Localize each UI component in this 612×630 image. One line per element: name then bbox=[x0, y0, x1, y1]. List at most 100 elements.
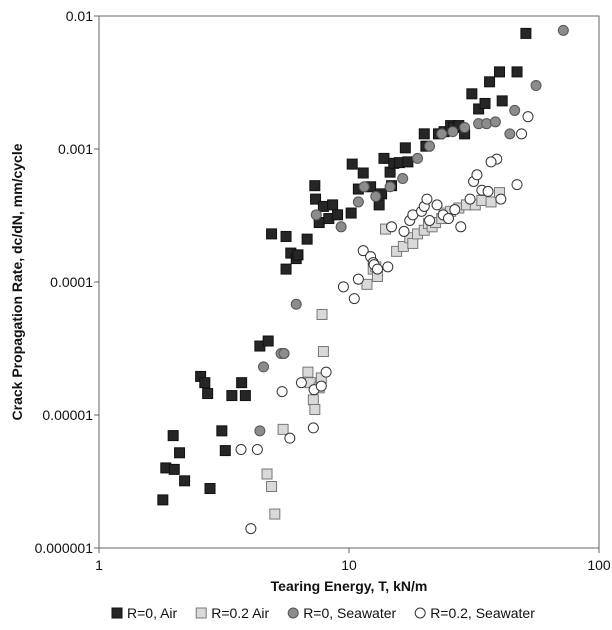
data-point bbox=[520, 27, 532, 39]
data-point bbox=[280, 263, 292, 275]
data-point bbox=[346, 158, 358, 170]
data-point bbox=[455, 221, 467, 233]
data-point bbox=[157, 494, 169, 506]
data-point bbox=[436, 128, 448, 140]
data-point bbox=[496, 95, 508, 107]
data-point bbox=[295, 377, 307, 389]
data-point bbox=[530, 80, 542, 92]
data-point bbox=[310, 193, 322, 205]
data-point bbox=[278, 348, 290, 360]
series-3 bbox=[254, 24, 569, 437]
data-point bbox=[239, 390, 251, 402]
data-point bbox=[511, 66, 523, 78]
data-point bbox=[276, 386, 288, 398]
data-point bbox=[266, 228, 278, 240]
data-point bbox=[320, 366, 332, 378]
data-point bbox=[447, 126, 459, 138]
data-point bbox=[179, 475, 191, 487]
data-point bbox=[424, 140, 436, 152]
legend-item: R=0.2, Seawater bbox=[414, 605, 535, 621]
data-point bbox=[301, 233, 313, 245]
data-point bbox=[522, 111, 534, 123]
data-point bbox=[357, 245, 369, 257]
data-point bbox=[494, 66, 506, 78]
data-point bbox=[335, 221, 347, 233]
legend-label: R=0, Seawater bbox=[303, 605, 396, 621]
y-tick-label: 0.001 bbox=[58, 141, 93, 157]
legend-item: R=0, Air bbox=[111, 605, 178, 621]
legend-label: R=0.2, Seawater bbox=[430, 605, 535, 621]
y-axis-title: Crack Propagation Rate, dc/dN, mm/cycle bbox=[9, 143, 25, 420]
x-axis-title: Tearing Energy, T, kN/m bbox=[271, 578, 428, 594]
legend-label: R=0, Air bbox=[127, 605, 178, 621]
data-point bbox=[421, 193, 433, 205]
data-point bbox=[378, 152, 390, 164]
data-point bbox=[449, 204, 461, 216]
data-point bbox=[479, 97, 491, 109]
data-point bbox=[226, 390, 238, 402]
data-point bbox=[485, 156, 497, 168]
x-tick-label: 100 bbox=[587, 557, 611, 573]
data-point bbox=[302, 366, 314, 378]
data-point bbox=[489, 116, 501, 128]
data-point bbox=[337, 281, 349, 293]
data-point bbox=[352, 196, 364, 208]
series-4 bbox=[235, 111, 534, 535]
data-point bbox=[292, 249, 304, 261]
data-point bbox=[307, 422, 319, 434]
data-point bbox=[216, 425, 228, 437]
data-point bbox=[476, 194, 488, 206]
legend: R=0, Air R=0.2 Air R=0, Seawater R=0.2, Sea… bbox=[111, 605, 535, 621]
data-point bbox=[509, 104, 521, 116]
data-point bbox=[485, 196, 497, 208]
x-tick-label: 10 bbox=[341, 557, 357, 573]
data-point bbox=[384, 181, 396, 193]
data-point bbox=[511, 179, 523, 191]
data-point bbox=[352, 273, 364, 285]
data-point bbox=[168, 463, 180, 475]
data-point bbox=[258, 361, 270, 373]
data-point bbox=[382, 261, 394, 273]
data-point bbox=[495, 193, 507, 205]
data-points bbox=[157, 24, 569, 535]
data-point bbox=[277, 423, 289, 435]
data-point bbox=[424, 215, 436, 227]
data-point bbox=[397, 173, 409, 185]
data-point bbox=[309, 403, 321, 415]
data-point bbox=[332, 209, 344, 221]
y-tick-label: 0.000001 bbox=[35, 540, 94, 556]
data-point bbox=[482, 185, 494, 197]
data-point bbox=[557, 24, 569, 36]
data-point bbox=[219, 445, 231, 457]
data-point bbox=[204, 483, 216, 495]
data-point bbox=[386, 221, 398, 233]
y-tick-label: 0.00001 bbox=[42, 407, 93, 423]
data-point bbox=[484, 76, 496, 88]
legend-marker bbox=[195, 607, 207, 619]
data-point bbox=[504, 128, 516, 140]
data-point bbox=[317, 200, 329, 212]
x-tick-label: 1 bbox=[95, 557, 103, 573]
data-point bbox=[412, 152, 424, 164]
legend-marker bbox=[414, 607, 426, 619]
data-point bbox=[261, 468, 273, 480]
x-axis-ticks: 1 10 100 bbox=[95, 548, 611, 573]
legend-item: R=0.2 Air bbox=[195, 605, 270, 621]
data-point bbox=[358, 181, 370, 193]
data-point bbox=[402, 156, 414, 168]
data-point bbox=[466, 88, 478, 100]
data-point bbox=[174, 447, 186, 459]
data-point bbox=[407, 237, 419, 249]
y-axis-ticks: 0.000001 0.00001 0.0001 0.001 0.01 bbox=[35, 8, 99, 556]
data-point bbox=[399, 142, 411, 154]
data-point bbox=[345, 207, 357, 219]
data-point bbox=[284, 432, 296, 444]
data-point bbox=[307, 394, 319, 406]
data-point bbox=[471, 169, 483, 181]
data-point bbox=[431, 199, 443, 211]
data-point bbox=[167, 430, 179, 442]
data-point bbox=[262, 335, 274, 347]
data-point bbox=[398, 225, 410, 237]
data-point bbox=[371, 263, 383, 275]
